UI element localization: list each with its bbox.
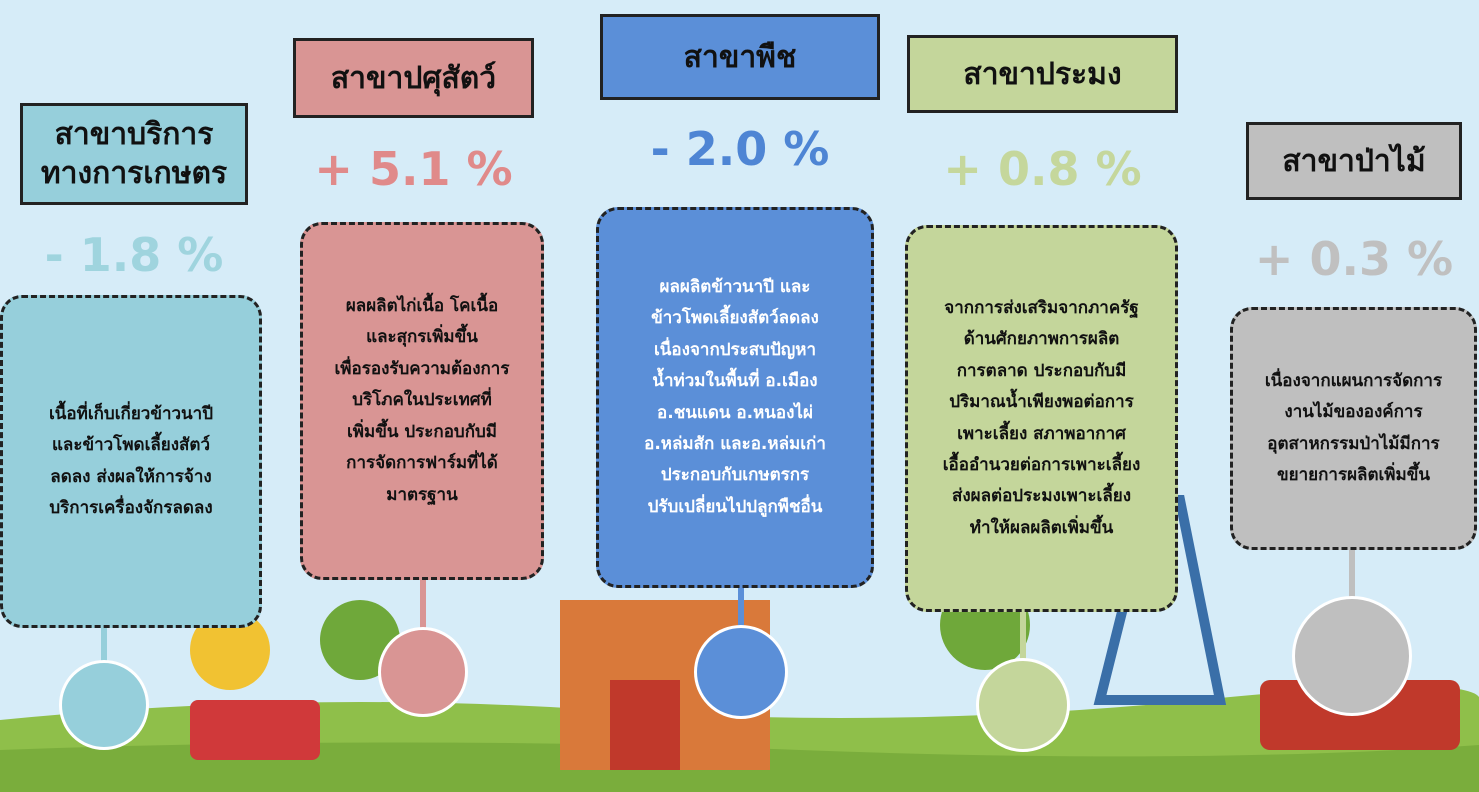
sector-icon	[1292, 596, 1412, 716]
description-line: งานไม้ขององค์การ	[1284, 402, 1423, 423]
description-line: บริการเครื่องจักรลดลง	[49, 497, 213, 518]
sector-change: + 5.1 %	[314, 142, 513, 196]
sector-change: - 1.8 %	[44, 228, 224, 282]
description-line: ผลผลิตข้าวนาปี และ	[659, 276, 811, 297]
sector-change: + 0.8 %	[943, 142, 1142, 196]
sector-change: + 0.3 %	[1254, 232, 1454, 286]
description-line: ด้านศักยภาพการผลิต	[963, 329, 1120, 350]
sector-icon	[378, 627, 468, 717]
sector-card: จากการส่งเสริมจากภาครัฐด้านศักยภาพการผลิ…	[905, 225, 1178, 612]
description-line: เอื้ออำนวยต่อการเพาะเลี้ยง	[942, 454, 1141, 475]
sector-title: สาขาประมง	[907, 35, 1178, 113]
description-line: ประกอบกับเกษตรกร	[660, 465, 810, 486]
hay	[190, 610, 270, 690]
description-line: ลดลง ส่งผลให้การจ้าง	[50, 466, 212, 487]
title-line: สาขาป่าไม้	[1282, 143, 1426, 179]
description-line: เนื่องจากประสบปัญหา	[654, 339, 816, 360]
description-line: เนื่องจากแผนการจัดการ	[1264, 370, 1443, 391]
description-line: อ.ชนแดน อ.หนองไผ่	[657, 402, 813, 423]
description-line: ขยายการผลิตเพิ่มขึ้น	[1277, 464, 1430, 485]
sector-card: ผลผลิตไก่เนื้อ โคเนื้อและสุกรเพิ่มขึ้นเพ…	[300, 222, 544, 580]
sector-title: สาขาพืช	[600, 14, 880, 100]
description-line: การตลาด ประกอบกับมี	[956, 360, 1127, 381]
title-line: สาขาปศุสัตว์	[330, 60, 497, 96]
sector-change: - 2.0 %	[650, 122, 830, 176]
description-line: และข้าวโพดเลี้ยงสัตว์	[51, 435, 211, 456]
sector-title: สาขาบริการทางการเกษตร	[20, 103, 248, 205]
description-line: ข้าวโพดเลี้ยงสัตว์ลดลง	[651, 308, 819, 329]
description-line: มาตรฐาน	[386, 484, 458, 505]
sector-card: ผลผลิตข้าวนาปี และข้าวโพดเลี้ยงสัตว์ลดลง…	[596, 207, 874, 588]
description-line: เพิ่มขึ้น ประกอบกับมี	[346, 421, 498, 442]
description-line: เนื้อที่เก็บเกี่ยวข้าวนาปี	[48, 403, 214, 424]
description-line: ปรับเปลี่ยนไปปลูกพืชอื่น	[647, 496, 823, 517]
title-line: สาขาบริการ	[54, 117, 214, 152]
sector-card: เนื่องจากแผนการจัดการงานไม้ขององค์การอุต…	[1230, 307, 1477, 550]
description-line: บริโภคในประเทศที่	[352, 390, 492, 411]
title-line: สาขาประมง	[963, 56, 1122, 92]
description-line: การจัดการฟาร์มที่ได้	[346, 453, 498, 474]
sector-icon	[59, 660, 149, 750]
sector-card: เนื้อที่เก็บเกี่ยวข้าวนาปีและข้าวโพดเลี้…	[0, 295, 262, 628]
title-line: สาขาพืช	[683, 39, 797, 75]
description-line: จากการส่งเสริมจากภาครัฐ	[944, 297, 1139, 318]
description-line: น้ำท่วมในพื้นที่ อ.เมือง	[652, 371, 818, 392]
sector-title: สาขาป่าไม้	[1246, 122, 1462, 200]
description-line: ส่งผลต่อประมงเพาะเลี้ยง	[951, 486, 1132, 507]
description-line: และสุกรเพิ่มขึ้น	[366, 327, 478, 348]
description-line: ปริมาณน้ำเพียงพอต่อการ	[949, 392, 1134, 413]
sector-icon	[976, 658, 1070, 752]
truck	[190, 700, 320, 760]
sector-icon	[694, 625, 788, 719]
description-line: ทำให้ผลผลิตเพิ่มขึ้น	[969, 517, 1114, 538]
barn-door	[610, 680, 680, 770]
description-line: อ.หล่มสัก และอ.หล่มเก่า	[644, 433, 826, 454]
title-line: ทางการเกษตร	[40, 156, 228, 191]
connector	[420, 580, 426, 672]
description-line: เพาะเลี้ยง สภาพอากาศ	[957, 423, 1126, 444]
description-line: ผลผลิตไก่เนื้อ โคเนื้อ	[345, 295, 499, 316]
description-line: เพื่อรองรับความต้องการ	[334, 358, 510, 379]
sector-title: สาขาปศุสัตว์	[293, 38, 534, 118]
description-line: อุตสาหกรรมป่าไม้มีการ	[1267, 433, 1440, 454]
